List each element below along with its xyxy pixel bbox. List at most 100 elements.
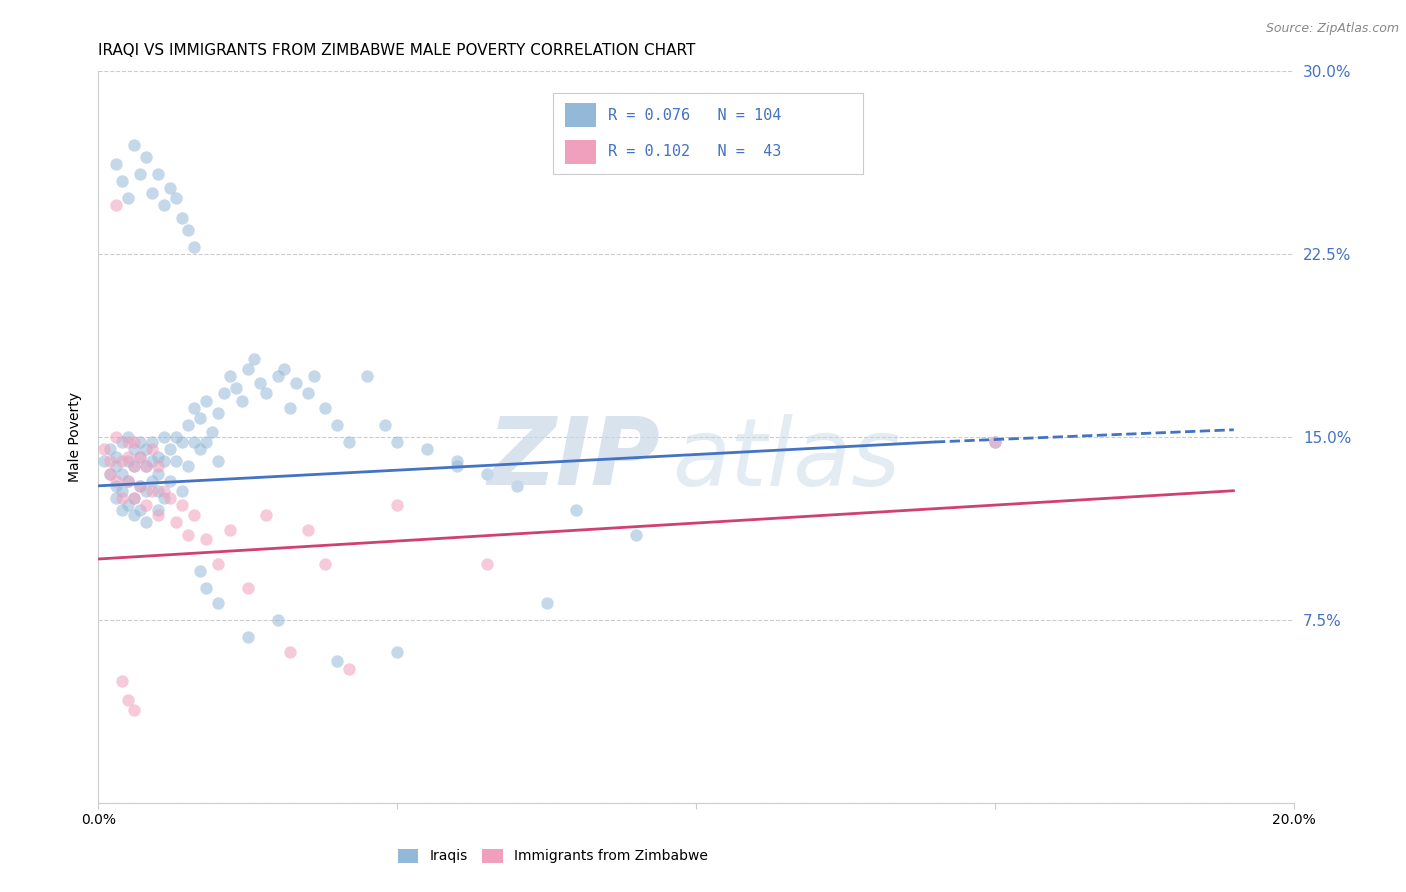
Point bbox=[195, 533, 218, 547]
Point bbox=[177, 527, 200, 541]
Point bbox=[446, 459, 468, 474]
Point bbox=[153, 198, 176, 212]
Point bbox=[111, 673, 134, 688]
Point bbox=[159, 442, 181, 457]
Point bbox=[385, 434, 409, 449]
Point bbox=[124, 491, 146, 505]
Point bbox=[273, 361, 295, 376]
Point bbox=[385, 645, 409, 659]
Point bbox=[315, 557, 337, 571]
Point bbox=[153, 491, 176, 505]
Point bbox=[626, 527, 648, 541]
Point bbox=[172, 483, 194, 498]
Point bbox=[129, 450, 152, 464]
Point bbox=[117, 454, 139, 468]
Point bbox=[236, 581, 259, 595]
Point bbox=[243, 352, 266, 367]
Point bbox=[105, 474, 128, 488]
Point bbox=[278, 401, 301, 415]
Point bbox=[124, 703, 146, 717]
Point bbox=[135, 483, 157, 498]
Point bbox=[984, 434, 1007, 449]
Point bbox=[165, 430, 187, 444]
Point bbox=[135, 459, 157, 474]
Point bbox=[141, 474, 163, 488]
Point bbox=[207, 596, 229, 610]
Point bbox=[207, 454, 229, 468]
Point bbox=[148, 167, 170, 181]
Point bbox=[254, 386, 277, 401]
Point bbox=[105, 491, 128, 505]
Point bbox=[159, 474, 181, 488]
Point bbox=[148, 467, 170, 481]
Point bbox=[124, 442, 146, 457]
Point bbox=[254, 508, 277, 522]
Point bbox=[129, 479, 152, 493]
Point bbox=[315, 401, 337, 415]
Point bbox=[172, 211, 194, 225]
Point bbox=[195, 434, 218, 449]
Point bbox=[141, 434, 163, 449]
Point bbox=[165, 191, 187, 205]
Point bbox=[339, 434, 361, 449]
Point bbox=[141, 186, 163, 201]
Point bbox=[177, 459, 200, 474]
Point bbox=[284, 376, 307, 391]
Point bbox=[153, 483, 176, 498]
Point bbox=[98, 467, 122, 481]
Point bbox=[356, 369, 378, 384]
Point bbox=[278, 645, 301, 659]
Point bbox=[148, 459, 170, 474]
Point bbox=[172, 434, 194, 449]
Point bbox=[129, 167, 152, 181]
Point bbox=[207, 557, 229, 571]
Point bbox=[249, 376, 271, 391]
Point bbox=[475, 467, 498, 481]
Text: Source: ZipAtlas.com: Source: ZipAtlas.com bbox=[1265, 22, 1399, 36]
Point bbox=[326, 654, 349, 668]
Point bbox=[117, 693, 139, 707]
Point bbox=[124, 459, 146, 474]
Point bbox=[475, 557, 498, 571]
Point bbox=[117, 434, 139, 449]
Point bbox=[98, 454, 122, 468]
Point bbox=[124, 137, 146, 152]
Point bbox=[219, 369, 242, 384]
Point bbox=[105, 450, 128, 464]
Point bbox=[117, 499, 139, 513]
Point bbox=[105, 157, 128, 171]
Point bbox=[129, 450, 152, 464]
Point bbox=[416, 442, 439, 457]
Point bbox=[124, 508, 146, 522]
Point bbox=[188, 442, 211, 457]
Point bbox=[188, 410, 211, 425]
Point bbox=[117, 474, 139, 488]
Point bbox=[124, 434, 146, 449]
Point bbox=[177, 417, 200, 432]
Point bbox=[117, 474, 139, 488]
Point bbox=[117, 450, 139, 464]
Point bbox=[93, 442, 115, 457]
Point bbox=[135, 459, 157, 474]
Point bbox=[297, 386, 319, 401]
Point bbox=[159, 181, 181, 195]
Point bbox=[506, 479, 529, 493]
Point bbox=[183, 401, 205, 415]
Point bbox=[111, 434, 134, 449]
Point bbox=[105, 479, 128, 493]
Point bbox=[267, 369, 290, 384]
Point bbox=[385, 499, 409, 513]
Point bbox=[117, 430, 139, 444]
Point bbox=[188, 564, 211, 578]
Legend: Iraqis, Immigrants from Zimbabwe: Iraqis, Immigrants from Zimbabwe bbox=[392, 843, 713, 869]
Point bbox=[111, 467, 134, 481]
Point bbox=[183, 240, 205, 254]
Point bbox=[93, 454, 115, 468]
Point bbox=[984, 434, 1007, 449]
Text: atlas: atlas bbox=[672, 414, 900, 505]
Point bbox=[326, 417, 349, 432]
Point bbox=[159, 491, 181, 505]
Point bbox=[219, 523, 242, 537]
Text: IRAQI VS IMMIGRANTS FROM ZIMBABWE MALE POVERTY CORRELATION CHART: IRAQI VS IMMIGRANTS FROM ZIMBABWE MALE P… bbox=[98, 43, 696, 58]
Point bbox=[267, 613, 290, 627]
